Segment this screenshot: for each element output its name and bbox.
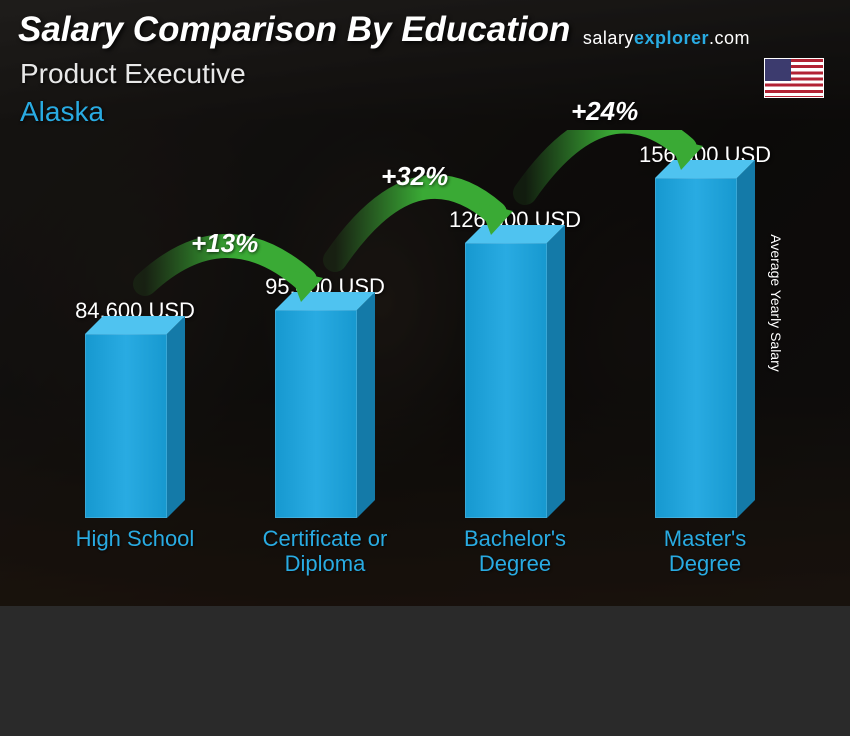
increase-pct-label: +13%	[191, 228, 258, 259]
bar	[655, 178, 755, 518]
bar-category-label: High School	[76, 526, 195, 586]
chart-subtitle-location: Alaska	[20, 96, 104, 128]
bar-category-label: Certificate orDiploma	[263, 526, 388, 586]
bar	[275, 310, 375, 518]
site-part2: explorer	[634, 28, 709, 48]
chart-subtitle-role: Product Executive	[20, 58, 246, 90]
chart-title: Salary Comparison By Education	[18, 10, 570, 50]
bar-category-label: Bachelor'sDegree	[464, 526, 566, 586]
flag-icon	[764, 58, 824, 98]
bar-slot: 95,400 USDCertificate orDiploma	[230, 274, 420, 586]
site-watermark: salaryexplorer.com	[583, 28, 750, 49]
increase-pct-label: +24%	[571, 96, 638, 127]
chart-area: 84,600 USDHigh School95,400 USDCertifica…	[40, 130, 800, 586]
bar-slot: 84,600 USDHigh School	[40, 298, 230, 586]
bar	[465, 243, 565, 518]
increase-pct-label: +32%	[381, 161, 448, 192]
bar-slot: 156,000 USDMaster'sDegree	[610, 142, 800, 586]
site-part3: .com	[709, 28, 750, 48]
site-part1: salary	[583, 28, 634, 48]
bar	[85, 334, 185, 518]
bar-category-label: Master'sDegree	[664, 526, 746, 586]
bar-slot: 126,000 USDBachelor'sDegree	[420, 207, 610, 586]
content-layer: Salary Comparison By Education Product E…	[0, 0, 850, 606]
